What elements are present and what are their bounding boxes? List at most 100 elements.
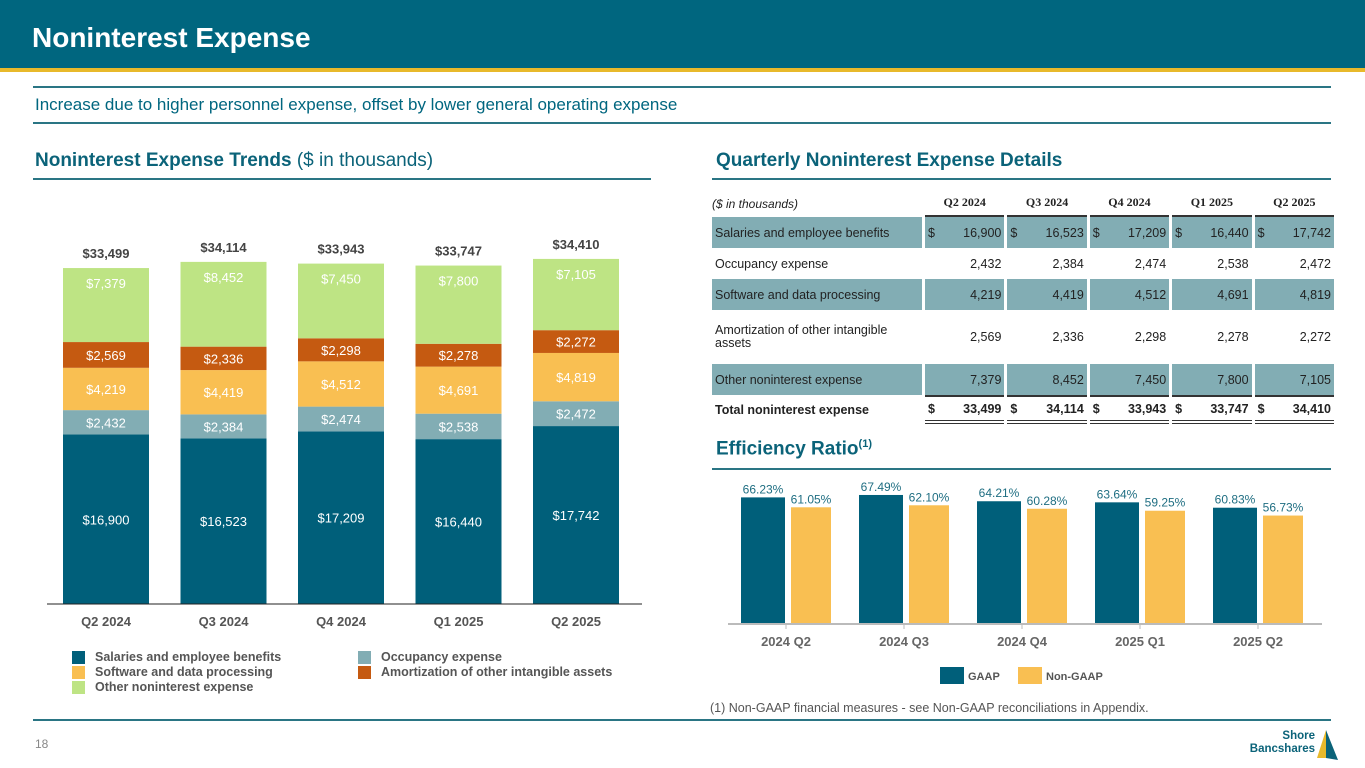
efficiency-bar	[1095, 502, 1139, 624]
shore-bancshares-logo: Shore Bancshares	[1250, 728, 1340, 762]
column-header: Q2 2024	[925, 190, 1005, 217]
logo-text: Shore Bancshares	[1249, 730, 1315, 755]
table-cell: 4,219	[925, 279, 1005, 310]
table-header-row: ($ in thousands) Q2 2024 Q3 2024 Q4 2024…	[712, 190, 1334, 217]
efficiency-bar	[1213, 507, 1257, 624]
segment-label: $4,219	[86, 382, 126, 397]
legend-item-software: Software and data processing	[72, 665, 273, 679]
row-label: Software and data processing	[712, 279, 922, 310]
divider	[33, 122, 1331, 124]
legend-label-gaap: GAAP	[968, 671, 1000, 683]
efficiency-bar	[859, 494, 903, 624]
efficiency-bar	[1145, 510, 1185, 624]
table-cell: $34,114	[1007, 395, 1087, 424]
bar-segment	[298, 361, 384, 407]
legend-label: Salaries and employee benefits	[95, 650, 282, 664]
segment-label: $7,800	[439, 274, 479, 289]
legend-swatch-nongaap	[1018, 667, 1042, 684]
efficiency-bar	[909, 505, 949, 624]
segment-label: $16,440	[435, 515, 482, 530]
column-header: Q3 2024	[1007, 190, 1087, 217]
legend-swatch-gaap	[940, 667, 964, 684]
trends-title-unit: ($ in thousands)	[291, 150, 434, 171]
table-cell: 2,538	[1217, 256, 1249, 271]
legend-item-salaries: Salaries and employee benefits	[72, 650, 281, 664]
table-cell: $33,499	[925, 395, 1005, 424]
column-header: Q2 2025	[1254, 190, 1334, 217]
total-label: $34,410	[553, 237, 600, 252]
segment-label: $17,209	[318, 511, 365, 526]
table-cell: $34,410	[1254, 395, 1334, 424]
category-label: Q1 2025	[434, 614, 484, 629]
efficiency-value-label: 60.83%	[1215, 493, 1256, 507]
segment-label: $4,419	[204, 385, 244, 400]
row-label: Amortization of other intangible assets	[715, 323, 888, 350]
trends-title-bold: Noninterest Expense Trends	[35, 150, 292, 171]
footnote: (1) Non-GAAP financial measures - see No…	[710, 701, 1149, 715]
segment-label: $7,105	[556, 267, 596, 282]
bar-segment	[180, 261, 267, 347]
divider	[33, 178, 651, 180]
segment-label: $7,379	[86, 276, 126, 291]
segment-label: $2,272	[556, 335, 596, 350]
bar-segment	[533, 401, 619, 427]
bar-segment	[415, 343, 502, 367]
table-cell: $33,943	[1089, 395, 1170, 424]
table-cell: $16,523	[1007, 217, 1087, 248]
legend-item-occupancy: Occupancy expense	[358, 650, 502, 664]
page-number: 18	[35, 737, 49, 751]
table-cell: 4,819	[1254, 279, 1334, 310]
table-row: Salaries and employee benefits $16,900 $…	[712, 217, 1334, 248]
total-label: $33,747	[435, 244, 482, 259]
legend-swatch	[72, 650, 85, 664]
table-title: Quarterly Noninterest Expense Details	[716, 150, 1063, 171]
footnote-marker: (1)	[858, 438, 872, 450]
bar-segment	[298, 431, 384, 604]
table-cell: $16,440	[1172, 217, 1252, 248]
table-unit-label: ($ in thousands)	[712, 196, 799, 211]
table-row: Software and data processing 4,219 4,419…	[712, 279, 1334, 310]
segment-label: $4,819	[556, 370, 596, 385]
table-cell: 2,432	[970, 256, 1002, 271]
table-cell: 7,800	[1172, 364, 1252, 395]
efficiency-bar	[741, 497, 785, 624]
trends-legend: Salaries and employee benefits Occupancy…	[72, 650, 652, 700]
bar-segment	[180, 346, 267, 371]
segment-label: $2,472	[556, 407, 596, 422]
efficiency-value-label: 56.73%	[1263, 501, 1304, 515]
segment-label: $16,523	[200, 514, 247, 529]
category-label: 2024 Q4	[997, 634, 1048, 649]
efficiency-bar	[791, 507, 831, 624]
table-cell: $16,900	[925, 217, 1005, 248]
row-label: Occupancy expense	[715, 256, 829, 271]
row-label: Other noninterest expense	[712, 364, 922, 395]
efficiency-value-label: 59.25%	[1145, 496, 1186, 510]
bar-segment	[180, 414, 267, 439]
table-row: Other noninterest expense 7,379 8,452 7,…	[712, 364, 1334, 395]
efficiency-value-label: 62.10%	[909, 490, 950, 504]
segment-label: $2,336	[204, 351, 244, 366]
efficiency-value-label: 66.23%	[743, 482, 784, 496]
table-cell: $17,209	[1089, 217, 1170, 248]
bar-segment	[63, 268, 149, 343]
table-cell: 2,272	[1299, 330, 1331, 344]
efficiency-value-label: 64.21%	[979, 486, 1020, 500]
segment-label: $16,900	[83, 512, 130, 527]
segment-label: $2,538	[439, 419, 479, 434]
category-label: 2024 Q3	[879, 634, 929, 649]
segment-label: $2,298	[321, 343, 361, 358]
bar-segment	[180, 438, 267, 604]
legend-item-amortization: Amortization of other intangible assets	[358, 665, 612, 679]
segment-label: $4,512	[321, 377, 361, 392]
bar-segment	[63, 342, 149, 368]
legend-label-nongaap: Non-GAAP	[1046, 671, 1103, 683]
total-label: $33,943	[318, 242, 365, 257]
category-label: 2025 Q1	[1115, 634, 1165, 649]
column-header: Q4 2024	[1089, 190, 1170, 217]
table-cell: 2,336	[1052, 330, 1084, 344]
subtitle: Increase due to higher personnel expense…	[35, 95, 678, 114]
table-cell: 7,379	[925, 364, 1005, 395]
efficiency-bar	[1263, 515, 1303, 624]
efficiency-bar	[1027, 508, 1067, 624]
